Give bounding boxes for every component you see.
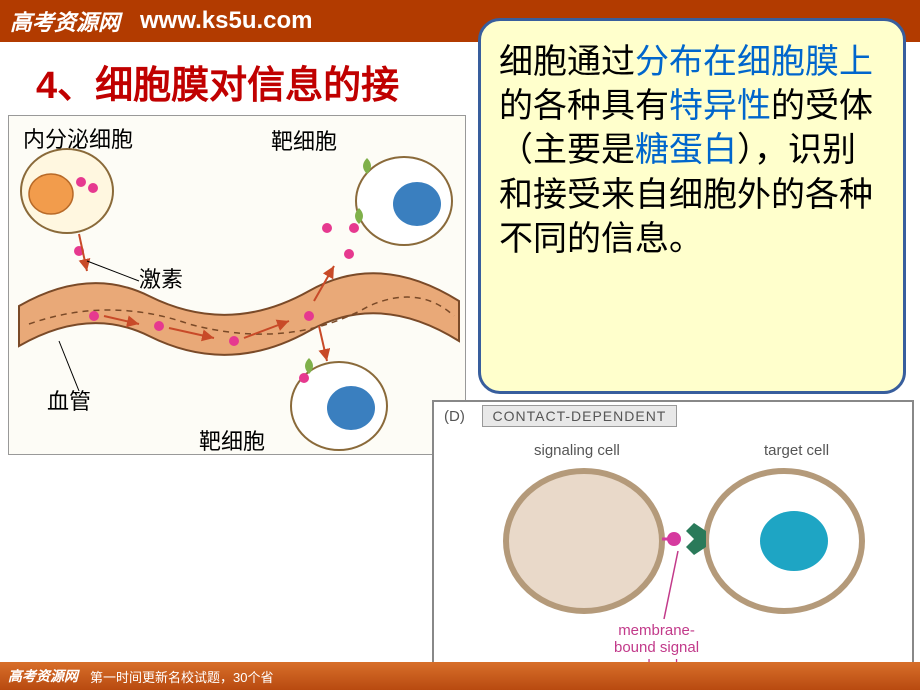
hormone-dot — [76, 177, 86, 187]
endocrine-diagram: 内分泌细胞 靶细胞 激素 血管 靶细胞 — [8, 115, 466, 455]
target-label: target cell — [764, 442, 829, 459]
molecule-label-line — [664, 551, 678, 619]
footer-text: 第一时间更新名校试题，30个省 — [90, 667, 273, 686]
hormone-dot — [154, 321, 164, 331]
label-line — [87, 261, 139, 281]
hormone-dot — [322, 223, 332, 233]
blood-vessel — [19, 273, 459, 355]
molecule-label-line2: bound signal — [614, 639, 699, 656]
hormone-dot — [304, 311, 314, 321]
target-cell-nucleus — [760, 511, 828, 571]
label-hormone: 激素 — [139, 262, 183, 294]
hormone-dot — [299, 373, 309, 383]
receptor-icon — [686, 523, 706, 555]
signaling-label: signaling cell — [534, 442, 620, 459]
molecule-label-line1: membrane- — [614, 622, 699, 639]
target-nucleus-1 — [393, 182, 441, 226]
contact-dependent-diagram: (D) CONTACT-DEPENDENT signaling cell tar… — [432, 400, 914, 682]
hormone-dot — [229, 336, 239, 346]
hormone-dot — [89, 311, 99, 321]
site-logo-text: 高考资源网 — [10, 5, 120, 37]
label-vessel: 血管 — [47, 384, 91, 416]
footer-bar: 高考资源网 第一时间更新名校试题，30个省 — [0, 662, 920, 690]
endocrine-vesicle — [29, 174, 73, 214]
d2-header: (D) CONTACT-DEPENDENT — [434, 402, 912, 431]
label-target2: 靶细胞 — [199, 424, 265, 456]
footer-logo: 高考资源网 — [8, 666, 78, 686]
explanation-callout: 细胞通过分布在细胞膜上的各种具有特异性的受体（主要是糖蛋白），识别和接受来自细胞… — [478, 18, 906, 394]
label-target: 靶细胞 — [271, 124, 337, 156]
hormone-dot — [344, 249, 354, 259]
panel-id: (D) — [444, 408, 465, 425]
target-nucleus-2 — [327, 386, 375, 430]
site-url: www.ks5u.com — [140, 7, 313, 35]
signaling-cell — [506, 471, 662, 611]
label-endocrine: 内分泌细胞 — [23, 122, 133, 154]
hormone-dot — [349, 223, 359, 233]
panel-title: CONTACT-DEPENDENT — [482, 405, 678, 427]
hormone-dot — [88, 183, 98, 193]
